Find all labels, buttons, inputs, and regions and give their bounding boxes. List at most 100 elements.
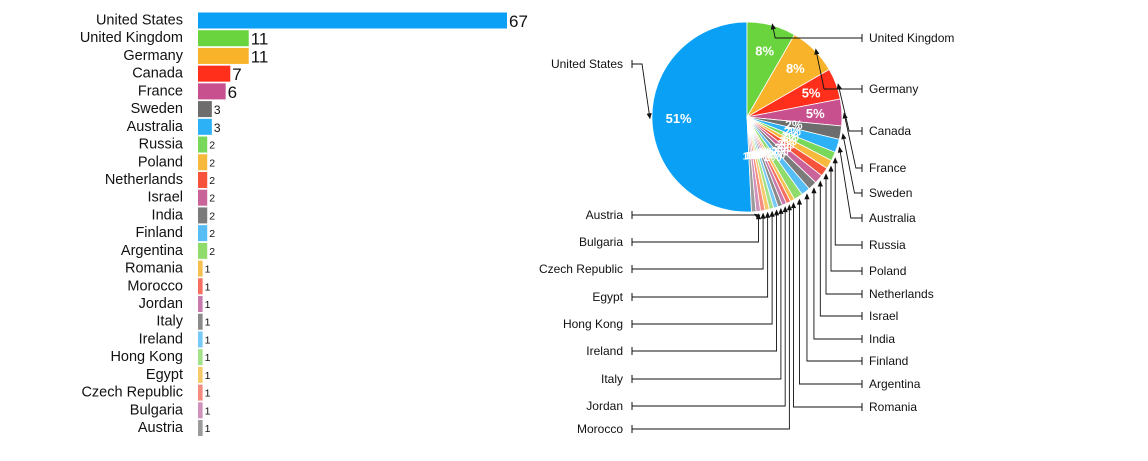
bar-hong-kong [198, 349, 203, 366]
bar-value-label-hong-kong: 1 [205, 352, 211, 364]
pie-percent-label-sweden: 2% [785, 118, 803, 132]
pie-percent-label-austria: 1% [743, 151, 758, 162]
pie-leader-arrow-argentina [796, 198, 803, 205]
pie-slice-united-states [651, 21, 752, 213]
pie-leader-arrow-czech-republic [760, 212, 766, 219]
pie-label-poland: Poland [869, 264, 906, 278]
pie-leader-arrow-canada [836, 83, 842, 90]
bar-egypt [198, 366, 203, 383]
bar-united-states [198, 12, 507, 29]
pie-leader-morocco [631, 204, 792, 433]
pie-chart: 51%8%8%5%5%2%2%2%2%2%2%2%2%2%1%1%1%1%1%1… [539, 21, 954, 436]
pie-leader-czech-republic [631, 212, 766, 273]
bar-canada [198, 65, 231, 82]
bar-category-label-united-states: United States [96, 13, 183, 29]
bar-romania [198, 260, 203, 277]
bar-value-label-united-states: 67 [509, 12, 528, 31]
pie-leader-arrow-australia [837, 146, 843, 153]
bar-value-label-finland: 2 [209, 228, 215, 240]
bar-ireland [198, 331, 203, 348]
bar-value-label-romania: 1 [205, 264, 211, 276]
pie-leader-arrow-jordan [782, 206, 788, 213]
pie-label-romania: Romania [869, 400, 917, 414]
pie-leader-argentina [796, 198, 863, 388]
pie-percent-label-bulgaria: 1% [745, 151, 760, 162]
pie-leader-line-germany [816, 53, 862, 90]
bar-value-label-netherlands: 2 [209, 175, 215, 187]
pie-leader-arrow-poland [828, 165, 834, 172]
bar-category-label-canada: Canada [132, 66, 184, 82]
pie-leader-arrow-united-kingdom [770, 23, 776, 30]
pie-leader-line-france [844, 117, 862, 169]
pie-leader-arrow-united-states [646, 113, 652, 120]
bar-jordan [198, 296, 203, 313]
bar-czech-republic [198, 384, 203, 401]
pie-percent-label-ireland: 1% [752, 150, 767, 161]
bar-value-label-poland: 2 [209, 157, 215, 169]
pie-label-finland: Finland [869, 354, 908, 368]
bar-value-label-russia: 2 [209, 140, 215, 152]
pie-leader-canada [836, 83, 863, 135]
bar-value-label-jordan: 1 [205, 299, 211, 311]
pie-percent-label-india: 2% [771, 144, 789, 158]
pie-label-united-states: United States [551, 57, 623, 71]
pie-leader-russia [832, 157, 863, 249]
bar-value-label-italy: 1 [205, 317, 211, 329]
bar-category-label-hong-kong: Hong Kong [110, 349, 183, 365]
pie-leader-poland [828, 165, 863, 275]
pie-label-india: India [869, 332, 895, 346]
bar-value-label-canada: 7 [232, 65, 241, 84]
bar-category-label-egypt: Egypt [146, 367, 183, 383]
pie-label-argentina: Argentina [869, 377, 921, 391]
bar-category-label-morocco: Morocco [127, 278, 183, 294]
pie-leader-line-united-kingdom [772, 28, 862, 39]
pie-leader-line-austria [632, 214, 759, 217]
bar-india [198, 207, 208, 224]
pie-leader-ireland [631, 209, 780, 355]
pie-leader-arrow-bulgaria [755, 213, 762, 220]
pie-percent-label-hong-kong: 1% [750, 150, 765, 161]
pie-label-australia: Australia [869, 211, 916, 225]
pie-leader-jordan [631, 206, 788, 410]
pie-percent-label-poland: 2% [779, 134, 797, 148]
bar-category-label-argentina: Argentina [121, 243, 184, 259]
bar-category-label-jordan: Jordan [139, 296, 183, 312]
pie-leader-arrow-finland [804, 193, 810, 200]
bar-value-label-ireland: 1 [205, 334, 211, 346]
pie-leader-line-israel [819, 185, 862, 317]
bar-bulgaria [198, 402, 203, 419]
bar-category-label-australia: Australia [127, 119, 184, 135]
pie-leader-arrow-sweden [841, 133, 847, 140]
pie-percent-label-romania: 1% [759, 147, 774, 158]
pie-label-hong-kong: Hong Kong [563, 317, 623, 331]
pie-leader-line-jordan [632, 211, 786, 407]
pie-leader-line-netherlands [825, 178, 862, 295]
pie-label-russia: Russia [869, 238, 906, 252]
pie-label-sweden: Sweden [869, 186, 912, 200]
pie-label-germany: Germany [869, 82, 918, 96]
pie-label-austria: Austria [586, 208, 624, 222]
bar-category-label-russia: Russia [139, 137, 184, 153]
pie-leader-arrow-morocco [786, 204, 792, 211]
pie-label-czech-republic: Czech Republic [539, 262, 623, 276]
bar-value-label-germany: 11 [251, 47, 269, 66]
pie-percent-label-jordan: 1% [755, 148, 770, 159]
pie-label-canada: Canada [869, 124, 911, 138]
bar-united-kingdom [198, 30, 249, 47]
pie-leader-line-czech-republic [632, 217, 764, 270]
bar-value-label-argentina: 2 [209, 246, 215, 258]
pie-leader-arrow-romania [790, 202, 797, 209]
pie-percent-label-france: 5% [806, 106, 825, 121]
bar-italy [198, 313, 203, 330]
bar-value-label-bulgaria: 1 [205, 405, 211, 417]
pie-label-united-kingdom: United Kingdom [869, 31, 954, 45]
pie-label-morocco: Morocco [577, 422, 623, 436]
pie-leader-egypt [631, 211, 771, 301]
pie-leader-sweden [841, 133, 863, 197]
pie-percent-label-israel: 2% [774, 141, 792, 155]
bar-value-label-united-kingdom: 11 [251, 30, 269, 49]
bar-category-label-sweden: Sweden [131, 101, 183, 117]
bar-category-label-finland: Finland [135, 225, 183, 241]
pie-leader-line-hong-kong [632, 215, 773, 325]
pie-label-netherlands: Netherlands [869, 287, 934, 301]
